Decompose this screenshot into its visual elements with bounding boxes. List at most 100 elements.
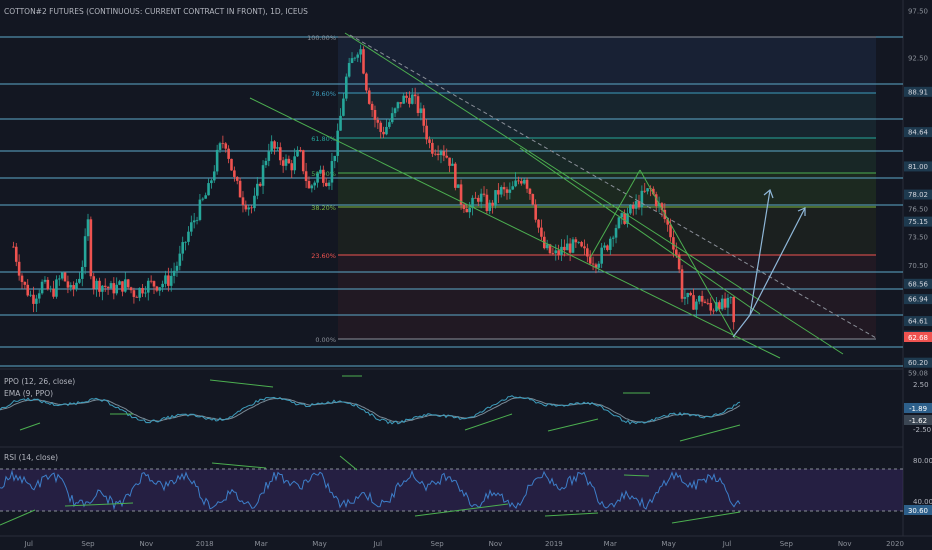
ppo-divergence-line	[464, 413, 513, 431]
candle-body	[413, 94, 417, 97]
time-tick-label: 2018	[196, 540, 214, 548]
candle-body	[264, 160, 268, 166]
candle-body	[287, 158, 291, 164]
candle-body	[273, 141, 276, 149]
candle-body	[69, 285, 73, 288]
time-tick-label: Mar	[604, 540, 617, 548]
candle-body	[301, 150, 305, 172]
candle-body	[514, 180, 517, 187]
candle-body	[78, 278, 81, 283]
candle-body	[485, 194, 489, 211]
price-tick-label: 78.02	[908, 191, 928, 199]
candle-body	[158, 287, 162, 291]
rsi-divergence-line	[544, 512, 599, 517]
last-price-label: 62.68	[908, 334, 928, 342]
fib-label-786: 78.60%	[311, 90, 336, 98]
candle-body	[505, 189, 509, 193]
candle-body	[152, 281, 156, 287]
price-level-badge	[904, 86, 932, 97]
candle-body	[697, 295, 701, 302]
candle-body	[402, 95, 405, 104]
candle-body	[571, 239, 575, 253]
candle-body	[221, 143, 225, 145]
candle-body	[465, 208, 469, 213]
candle-body	[597, 263, 601, 268]
last-price-badge	[904, 332, 932, 342]
time-tick-label: Nov	[838, 540, 852, 548]
fib-label-236: 23.60%	[311, 252, 336, 260]
price-tick-label: 70.50	[908, 262, 928, 270]
candle-body	[149, 280, 153, 282]
candle-body	[623, 213, 626, 224]
candle-body	[138, 288, 141, 298]
candle-body	[55, 279, 58, 297]
candle-body	[390, 113, 394, 123]
candle-body	[135, 296, 139, 298]
candle-body	[40, 281, 44, 294]
candle-body	[462, 204, 466, 209]
candle-body	[376, 119, 380, 123]
candle-body	[192, 220, 196, 223]
candle-body	[583, 246, 586, 249]
ppo-divergence-line	[547, 418, 599, 432]
candle-body	[732, 296, 735, 323]
rsi-divergence-lines	[0, 455, 741, 526]
candle-body	[591, 263, 595, 265]
candle-body	[385, 126, 388, 135]
time-tick-label: Mar	[255, 540, 268, 548]
fib-label-0: 0.00%	[315, 336, 336, 344]
ppo-signal-badge	[904, 415, 932, 425]
candle-body	[109, 283, 113, 289]
candle-body	[416, 96, 420, 113]
candle-body	[580, 242, 583, 247]
candle-body	[577, 242, 581, 243]
fib-zone-3	[338, 138, 876, 173]
candle-body	[370, 103, 374, 110]
candle-body	[574, 239, 578, 243]
candle-body	[233, 170, 236, 177]
candle-body	[276, 147, 279, 149]
time-tick-label: Jul	[373, 540, 383, 548]
ppo-axis: 2.50 -2.50 -1.89 -1.62	[904, 381, 932, 434]
candle-body	[181, 242, 185, 254]
candle-body	[89, 219, 93, 277]
candle-body	[169, 275, 173, 286]
candle-body	[614, 228, 618, 238]
candle-body	[454, 163, 457, 188]
candle-body	[121, 281, 124, 292]
time-tick-label: Sep	[780, 540, 794, 548]
time-tick-label: 2020	[886, 540, 904, 548]
candle-body	[459, 184, 463, 205]
candle-body	[316, 173, 319, 183]
candle-body	[683, 297, 687, 299]
candle-body	[554, 250, 558, 254]
candle-body	[241, 197, 245, 206]
candle-body	[479, 193, 483, 202]
candle-body	[548, 244, 552, 254]
candle-body	[253, 195, 256, 209]
wedge-upper-trendline	[519, 147, 761, 315]
candle-body	[700, 295, 704, 302]
candle-body	[184, 241, 187, 243]
candle-body	[718, 302, 721, 310]
candle-body	[167, 275, 170, 286]
candle-body	[445, 155, 449, 158]
candle-body	[124, 279, 127, 292]
candle-body	[313, 182, 317, 186]
candle-body	[531, 194, 535, 205]
time-tick-label: Nov	[140, 540, 154, 548]
candle-body	[164, 275, 167, 284]
candle-body	[353, 57, 357, 59]
candle-body	[637, 201, 641, 208]
candle-body	[115, 284, 119, 294]
candle-body	[680, 269, 684, 299]
candle-body	[204, 195, 207, 199]
last-price-marker: 62.68	[904, 332, 932, 342]
candle-body	[23, 281, 27, 285]
candle-body	[126, 279, 130, 288]
time-tick-label: May	[312, 540, 326, 548]
candle-body	[261, 165, 265, 186]
candle-body	[706, 302, 710, 304]
candle-body	[474, 197, 477, 199]
